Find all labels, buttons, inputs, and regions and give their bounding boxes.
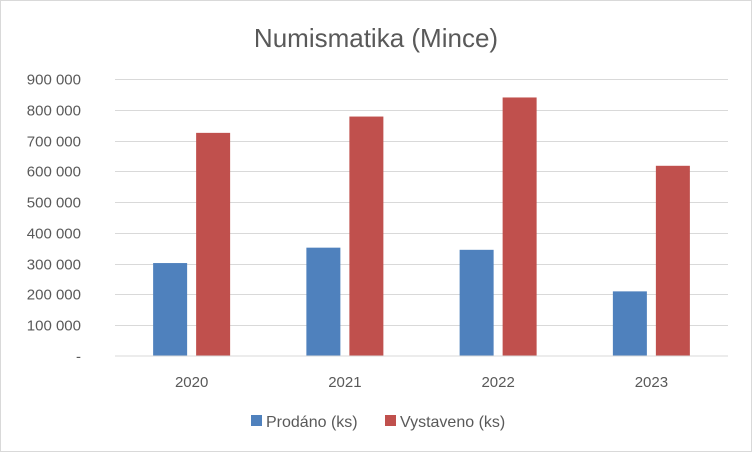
bar-vystaveno-2021 [349,116,384,356]
y-tick-label: 300 000 [27,257,81,274]
x-tick-label: 2021 [328,374,361,391]
bar-prodano-2022 [459,249,494,356]
bar-vystaveno-2022 [502,97,537,356]
x-axis-ticks: 2020 2021 2022 2023 [175,374,668,391]
legend: Prodáno (ks) Vystaveno (ks) [251,414,505,431]
y-tick-label: 800 000 [27,103,81,120]
y-tick-label: 400 000 [27,226,81,243]
x-tick-label: 2022 [481,374,514,391]
y-tick-label: 700 000 [27,134,81,151]
bar-prodano-2021 [306,247,341,356]
chart-title: Numismatika (Mince) [254,23,498,53]
y-tick-label: 500 000 [27,195,81,212]
legend-label: Prodáno (ks) [266,414,358,431]
x-tick-label: 2023 [635,374,668,391]
bars [153,97,690,356]
y-axis-ticks: - 100 000 200 000 300 000 400 000 500 000 600 … [27,72,81,366]
legend-swatch-vystaveno [385,415,396,426]
bar-vystaveno-2020 [196,132,231,356]
y-tick-label: 900 000 [27,72,81,89]
y-tick-label: - [76,349,81,366]
legend-swatch-prodano [251,415,262,426]
y-tick-label: 100 000 [27,318,81,335]
bar-vystaveno-2023 [655,165,690,356]
x-tick-label: 2020 [175,374,208,391]
legend-label: Vystaveno (ks) [400,414,505,431]
bar-prodano-2023 [612,291,647,356]
y-tick-label: 600 000 [27,164,81,181]
y-tick-label: 200 000 [27,287,81,304]
bar-prodano-2020 [153,263,188,356]
